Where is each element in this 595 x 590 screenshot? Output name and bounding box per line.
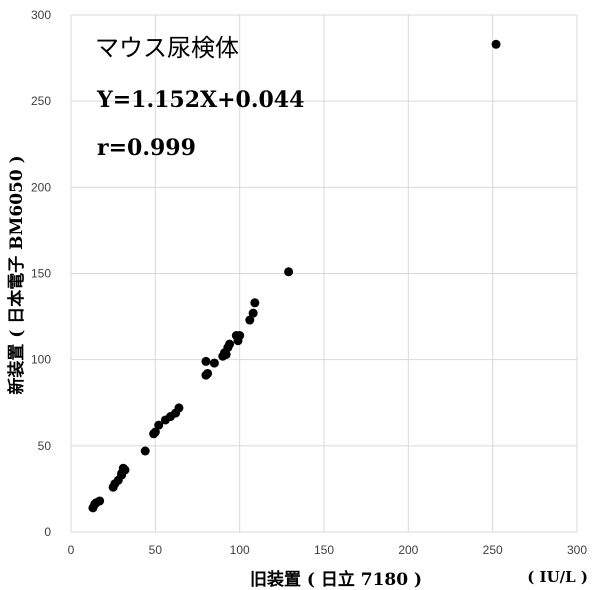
data-point-11 [140, 446, 150, 456]
unit-label: ( IU/L ) [527, 568, 588, 586]
y-tick-label-1: 50 [38, 439, 52, 453]
grid-lines [70, 14, 578, 533]
data-point-27 [225, 339, 235, 349]
y-tick-label-0: 0 [44, 525, 51, 539]
chart-title: マウス尿検体 [95, 34, 239, 62]
data-point-30 [235, 331, 245, 341]
data-point-14 [154, 420, 164, 430]
x-tick-label-6: 300 [567, 543, 587, 557]
data-point-22 [209, 358, 219, 368]
x-tick-label-4: 200 [398, 543, 418, 557]
data-point-21 [203, 368, 213, 378]
x-axis-label: 旧装置 ( 日立 7180 ) [250, 569, 422, 590]
x-tick-label-0: 0 [68, 543, 75, 557]
x-tick-label-3: 150 [314, 543, 334, 557]
data-point-18 [174, 403, 184, 413]
data-point-32 [248, 308, 258, 318]
data-point-31 [245, 315, 255, 325]
x-tick-label-1: 50 [149, 543, 163, 557]
data-point-13 [150, 427, 160, 437]
y-tick-label-2: 100 [31, 353, 51, 367]
data-point-25 [221, 349, 231, 359]
y-tick-labels: 0 50 100 150 200 250 300 [31, 8, 51, 539]
x-tick-labels: 0 50 100 150 200 250 300 [68, 543, 588, 557]
regression-equation: Y=1.152X+0.044 [96, 87, 304, 113]
data-points [88, 39, 501, 513]
y-tick-label-5: 250 [31, 94, 51, 108]
data-point-20 [201, 356, 211, 366]
data-point-33 [250, 298, 260, 308]
y-tick-label-3: 150 [31, 267, 51, 281]
data-point-10 [120, 465, 130, 475]
x-tick-label-5: 250 [483, 543, 503, 557]
y-tick-label-4: 200 [31, 180, 51, 194]
y-tick-label-6: 300 [31, 8, 51, 22]
y-axis-label: 新装置 ( 日本電子 BM6050 ) [6, 155, 27, 394]
data-point-35 [491, 39, 501, 49]
data-point-3 [95, 496, 105, 506]
correlation-coefficient: r=0.999 [97, 135, 196, 161]
x-tick-label-2: 100 [230, 543, 250, 557]
data-point-34 [284, 267, 294, 277]
